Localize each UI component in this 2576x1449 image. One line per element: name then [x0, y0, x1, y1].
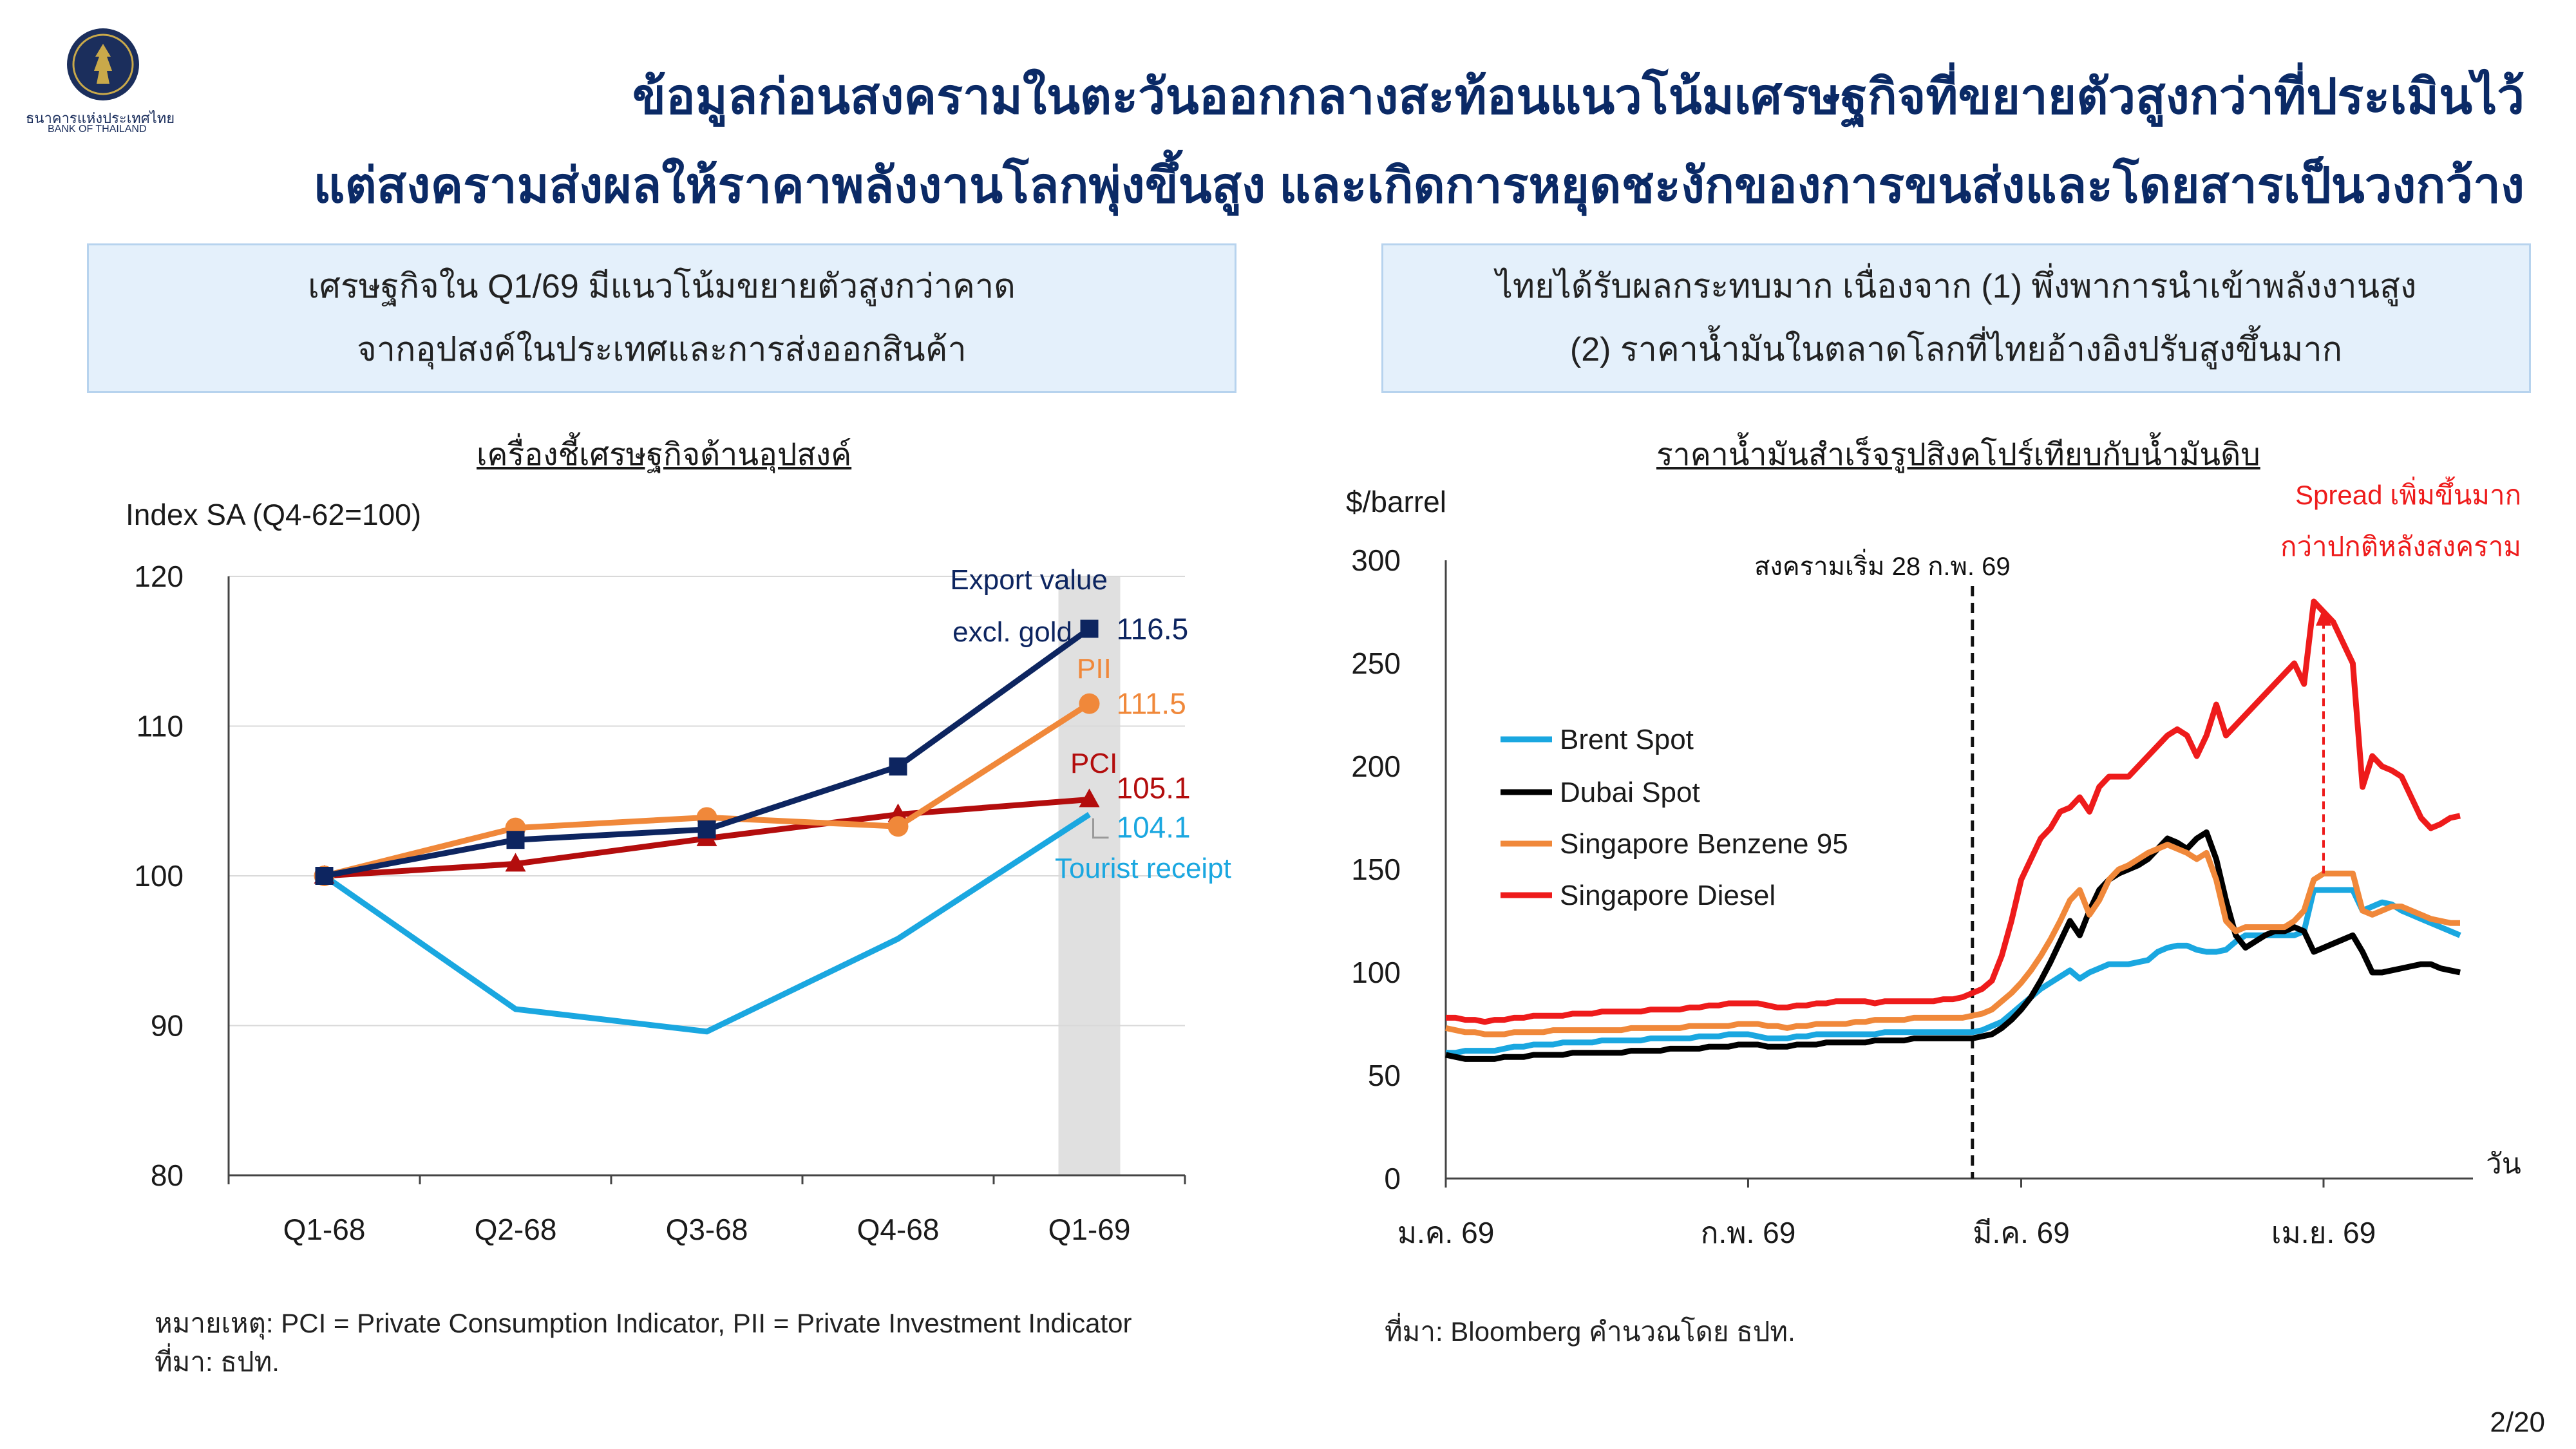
series-line: [1446, 598, 2461, 1025]
page-number: 2/20: [2490, 1406, 2545, 1438]
left-summary-line1: เศรษฐกิจใน Q1/69 มีแนวโน้มขยายตัวสูงกว่า…: [308, 268, 1016, 305]
y-tick-label: 0: [1384, 1162, 1401, 1195]
data-point: [506, 831, 525, 849]
x-tick-label: Q4-68: [857, 1213, 940, 1246]
x-tick-label: มี.ค. 69: [1973, 1216, 2070, 1249]
x-tick-label: Q3-68: [666, 1213, 748, 1246]
y-tick-label: 80: [151, 1159, 184, 1192]
y-tick-label: 100: [1351, 956, 1401, 989]
series-line: [1445, 829, 2461, 1062]
series-label: excl. gold: [952, 616, 1072, 648]
end-value-label: 105.1: [1117, 771, 1191, 804]
y-tick-label: 110: [137, 710, 184, 743]
series-line: [1445, 842, 2460, 1037]
x-tick-label: ก.พ. 69: [1701, 1216, 1796, 1249]
y-tick-label: 100: [134, 859, 184, 893]
legend-label: Dubai Spot: [1560, 777, 1700, 808]
legend-label: Singapore Diesel: [1560, 880, 1776, 911]
data-point: [697, 820, 716, 838]
end-value-label: 104.1: [1117, 811, 1191, 844]
annotation-label: กว่าปกติหลังสงคราม: [2280, 531, 2521, 562]
end-value-label: 111.5: [1117, 687, 1186, 721]
series-label: Tourist receipt: [1055, 853, 1231, 884]
data-point: [1080, 620, 1099, 638]
legend-label: Singapore Benzene 95: [1560, 828, 1848, 860]
right-source: ที่มา: Bloomberg คำนวณโดย ธปท.: [1385, 1316, 1795, 1347]
data-point: [315, 867, 334, 885]
left-summary-line2: จากอุปสงค์ในประเทศและการส่งออกสินค้า: [357, 331, 967, 368]
data-point: [887, 816, 909, 837]
left-chart-title: เครื่องชี้เศรษฐกิจด้านอุปสงค์: [477, 438, 852, 472]
data-point: [1079, 788, 1100, 808]
left-footnote: หมายเหตุ: PCI = Private Consumption Indi…: [155, 1308, 1132, 1338]
x-tick-label: Q1-69: [1048, 1213, 1131, 1246]
series-line: [322, 811, 1091, 1035]
page-title-line2: แต่สงครามส่งผลให้ราคาพลังงานโลกพุ่งขึ้นส…: [313, 158, 2524, 213]
end-value-label: 116.5: [1117, 612, 1189, 645]
y-axis-label: Index SA (Q4-62=100): [126, 498, 421, 531]
y-axis-label: $/barrel: [1346, 485, 1446, 518]
legend-label: Brent Spot: [1560, 724, 1694, 755]
series-label: Export value: [950, 564, 1108, 596]
x-tick-label: เม.ย. 69: [2271, 1216, 2376, 1249]
annotation-label: Spread เพิ่มขึ้นมาก: [2295, 477, 2521, 510]
x-axis-label: วัน: [2486, 1148, 2521, 1180]
right-summary-box: ไทยได้รับผลกระทบมาก เนื่องจาก (1) พึ่งพา…: [1381, 243, 2531, 393]
right-chart-title: ราคาน้ำมันสำเร็จรูปสิงคโปร์เทียบกับน้ำมั…: [1656, 438, 2260, 472]
bot-emblem-icon: [67, 28, 139, 100]
x-tick-label: Q1-68: [283, 1213, 366, 1246]
y-tick-label: 120: [134, 560, 184, 593]
logo-name-th: ธนาคารแห่งประเทศไทย: [26, 110, 175, 126]
annotation-arrow-head: [2315, 607, 2331, 626]
left-source: ที่มา: ธปท.: [155, 1347, 279, 1377]
y-tick-label: 250: [1351, 647, 1401, 680]
y-tick-label: 300: [1351, 544, 1401, 577]
y-tick-label: 150: [1351, 853, 1401, 886]
oil-price-chart: 0 50 100 150 200 250 300 ม.ค. 69 ก.พ. 69 มี.ค. 69…: [1346, 477, 2521, 1249]
left-summary-box: เศรษฐกิจใน Q1/69 มีแนวโน้มขยายตัวสูงกว่า…: [87, 243, 1236, 393]
x-tick-label: Q2-68: [475, 1213, 557, 1246]
event-label: สงครามเริ่ม 28 ก.พ. 69: [1754, 549, 2011, 581]
y-tick-label: 90: [151, 1009, 184, 1043]
bot-logo: [64, 26, 142, 103]
y-tick-label: 50: [1368, 1059, 1401, 1092]
series-line: [1446, 887, 2461, 1056]
y-tick-label: 200: [1351, 750, 1401, 783]
series-label: PCI: [1070, 748, 1117, 779]
data-point: [1079, 693, 1100, 714]
series-label: PII: [1077, 653, 1112, 685]
right-summary-line1: ไทยได้รับผลกระทบมาก เนื่องจาก (1) พึ่งพา…: [1495, 268, 2417, 305]
label-leader: [1092, 818, 1109, 839]
series-line: [323, 701, 1091, 879]
page-title-line1: ข้อมูลก่อนสงครามในตะวันออกกลางสะท้อนแนวโ…: [632, 70, 2524, 124]
x-tick-label: ม.ค. 69: [1397, 1216, 1495, 1249]
data-point: [889, 757, 907, 776]
data-point: [505, 853, 526, 872]
demand-indicator-chart: 80 90 100 110 120 Q1-68 Q2-68 Q3-68 Q4-68 Q1-69 In…: [126, 498, 1231, 1246]
right-summary-line2: (2) ราคาน้ำมันในตลาดโลกที่ไทยอ้างอิงปรับ…: [1569, 331, 2343, 368]
logo-name-en: BANK OF THAILAND: [48, 124, 147, 135]
